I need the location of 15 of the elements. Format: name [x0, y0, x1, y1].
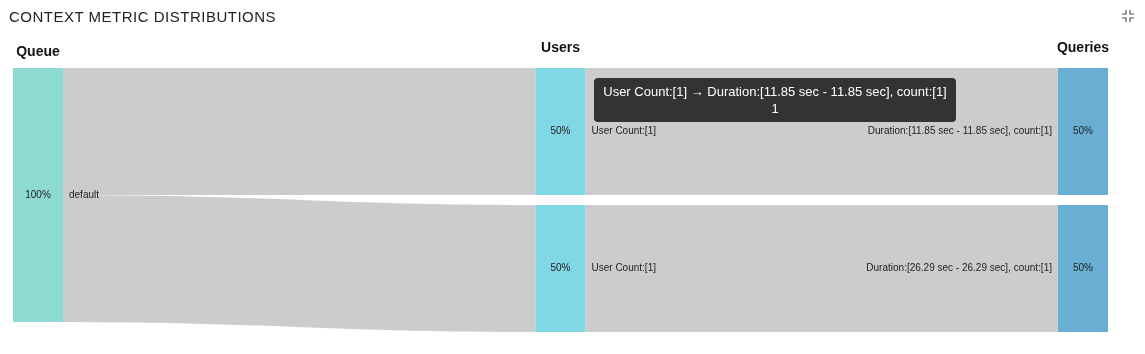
series-label: Users	[541, 39, 581, 55]
data-label: 50%	[550, 125, 571, 137]
data-label: 50%	[1072, 125, 1094, 137]
data-label: 50%	[1072, 262, 1094, 274]
text: CONTEXT METRIC DISTRIBUTIONS	[9, 8, 277, 25]
category-label: Duration:[11.85 sec - 11.85 sec], count:[1]	[867, 125, 1053, 137]
series-label: Queries	[1056, 39, 1110, 55]
text: User Count:[1] → Duration:[11.85 sec - 11.85 sec], count:[1] 1	[594, 78, 956, 122]
category-label: User Count:[1]	[591, 125, 657, 137]
category-label: User Count:[1]	[591, 262, 657, 274]
category-label: default	[69, 188, 100, 200]
data-label: 50%	[550, 262, 571, 274]
category-label: Duration:[26.29 sec - 26.29 sec], count:[1]	[866, 262, 1053, 274]
data-label: 100%	[25, 188, 51, 200]
series-label: Queue	[16, 43, 60, 59]
